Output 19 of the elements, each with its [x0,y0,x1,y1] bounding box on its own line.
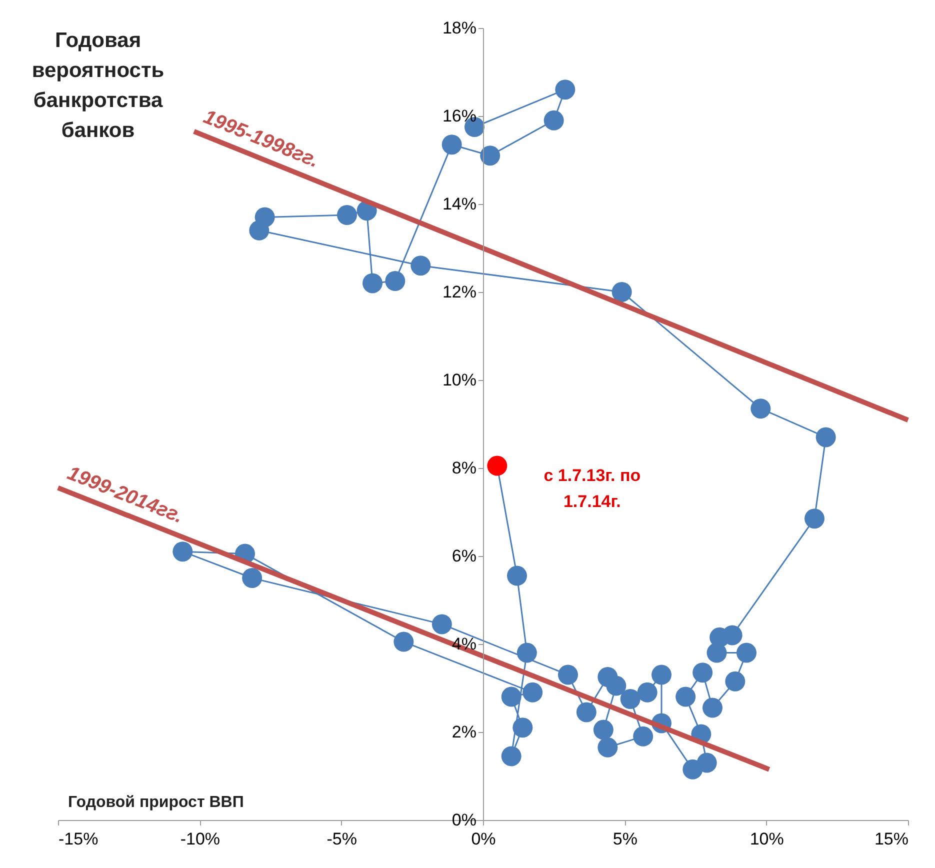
y-axis-title: Годовая вероятность банкротства банков [32,29,164,142]
x-tick-label: 15% [874,830,908,848]
x-tick-label: -5% [326,830,357,848]
x-tick-label: 10% [750,830,784,848]
y-tick-label: 8% [452,458,476,478]
y-tick-label: 16% [442,106,476,126]
y-tick-label: 0% [452,810,476,830]
y-tick-label: 14% [442,194,476,214]
x-tick-label: -15% [58,830,98,848]
y-tick-label: 12% [442,282,476,302]
y-tick-label: 6% [452,546,476,566]
annotation: с 1.7.13г. по 1.7.14г. [544,466,641,511]
x-axis-title: Годовой прирост ВВП [68,794,244,811]
y-tick-label: 2% [452,722,476,742]
y-tick-label: 18% [442,18,476,38]
y-tick-label: 10% [442,370,476,390]
x-tick-label: 5% [612,830,638,848]
x-tick-label: -10% [180,830,220,848]
x-tick-label: 0% [471,830,496,848]
